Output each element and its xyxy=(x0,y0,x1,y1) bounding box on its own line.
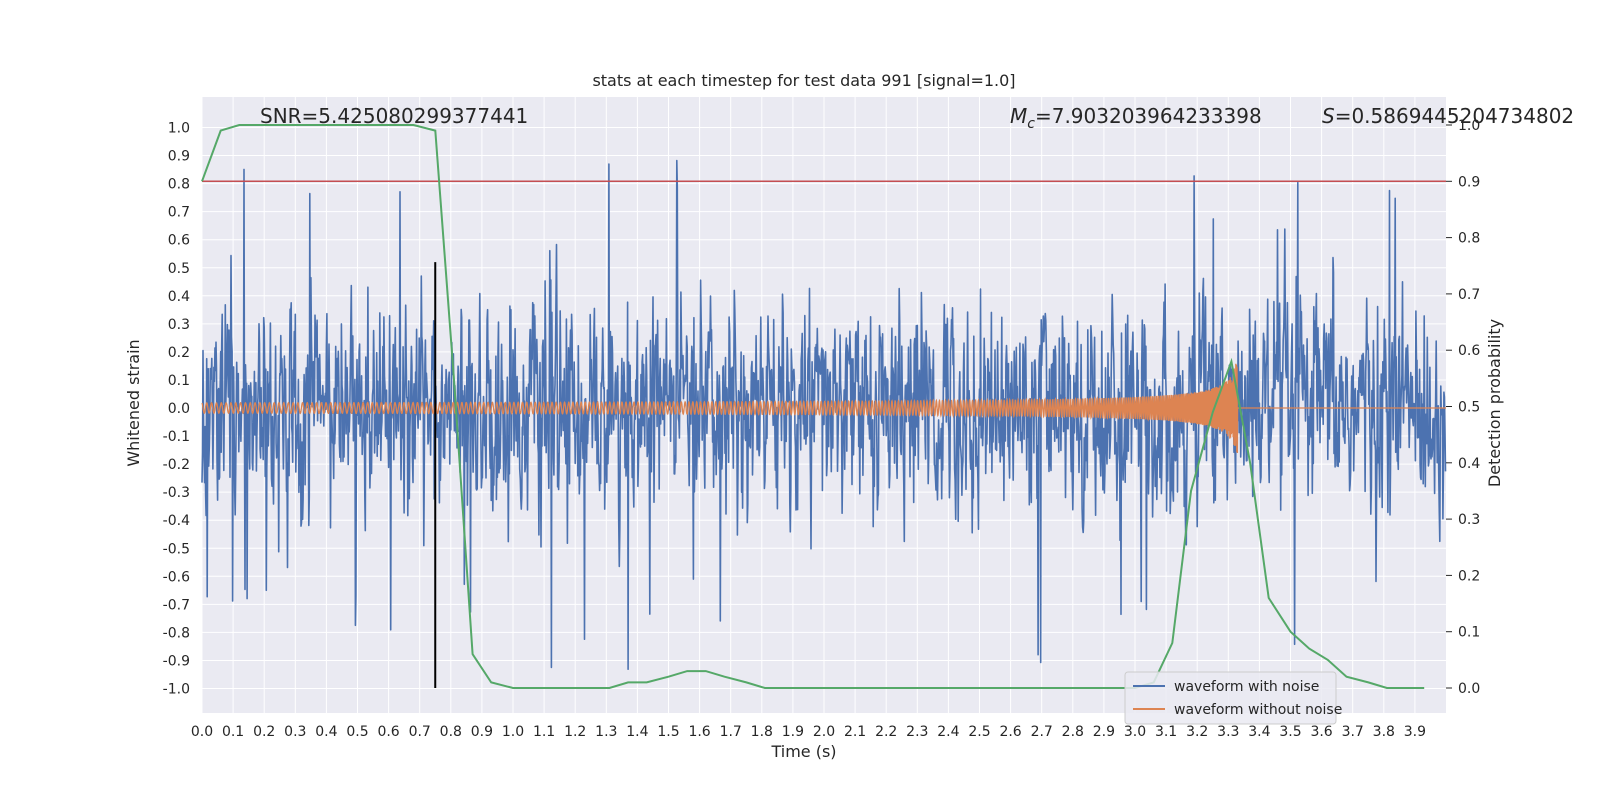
x-tick-label: 3.3 xyxy=(1217,724,1239,740)
x-tick-label: 2.4 xyxy=(937,724,959,740)
y-tick-label: -0.3 xyxy=(163,485,190,501)
x-tick-label: 1.2 xyxy=(564,724,586,740)
y2-tick-label: 0.9 xyxy=(1458,174,1480,190)
y-tick-label: 0.4 xyxy=(168,289,190,305)
x-tick-label: 3.7 xyxy=(1342,724,1364,740)
y-tick-label: 0.7 xyxy=(168,205,190,221)
legend-box xyxy=(1124,671,1337,725)
x-tick-label: 2.5 xyxy=(968,724,990,740)
y-tick-label: -0.6 xyxy=(163,569,190,585)
x-tick-label: 3.6 xyxy=(1310,724,1332,740)
chart-title: stats at each timestep for test data 991… xyxy=(592,71,1015,90)
x-tick-label: 0.5 xyxy=(346,724,368,740)
x-tick-label: 1.8 xyxy=(751,724,773,740)
clean-waveform-group xyxy=(201,363,1446,454)
legend-label-clean: waveform without noise xyxy=(1174,702,1342,718)
x-tick-label: 0.1 xyxy=(222,724,244,740)
x-tick-label: 2.9 xyxy=(1093,724,1115,740)
y-tick-label: -0.4 xyxy=(163,513,190,529)
x-tick-label: 3.0 xyxy=(1124,724,1146,740)
x-tick-label: 2.0 xyxy=(813,724,835,740)
x-tick-label: 0.2 xyxy=(253,724,275,740)
x-tick-label: 0.3 xyxy=(284,724,306,740)
y2-tick-label: 0.4 xyxy=(1458,456,1480,472)
x-tick-label: 1.1 xyxy=(533,724,555,740)
y2-tick-label: 0.5 xyxy=(1458,400,1480,416)
y-tick-label: 0.5 xyxy=(168,261,190,277)
x-tick-label: 1.9 xyxy=(782,724,804,740)
y-tick-label: -0.1 xyxy=(163,429,190,445)
s-value: =0.5869445204734802 xyxy=(1335,104,1574,128)
x-tick-label: 3.9 xyxy=(1404,724,1426,740)
x-tick-label: 0.8 xyxy=(440,724,462,740)
y-tick-label: 0.9 xyxy=(168,149,190,165)
x-tick-label: 2.8 xyxy=(1062,724,1084,740)
y2-tick-label: 1.0 xyxy=(1458,118,1480,134)
y-tick-label: -0.5 xyxy=(163,541,190,557)
clean-waveform-line xyxy=(201,363,1446,454)
y-tick-label: 0.3 xyxy=(168,317,190,333)
axes-group: 0.0 0.1 0.2 0.3 0.4 0.5 0.6 0.7 0.8 0.9 1.0 1.1 1.2 1… xyxy=(163,118,1481,740)
y-tick-label: -0.9 xyxy=(163,653,190,669)
x-tick-label: 2.7 xyxy=(1031,724,1053,740)
grid xyxy=(201,97,1446,713)
y-tick-label: -0.8 xyxy=(163,625,190,641)
x-tick-label: 0.7 xyxy=(409,724,431,740)
legend: waveform with noise waveform without noi… xyxy=(1124,671,1342,725)
x-tick-label: 1.0 xyxy=(502,724,524,740)
snr-annotation: SNR=5.425080299377441 xyxy=(260,104,528,128)
x-tick-label: 1.3 xyxy=(595,724,617,740)
x-tick-label: 2.2 xyxy=(875,724,897,740)
y2-tick-label: 0.0 xyxy=(1458,681,1480,697)
y2-tick-label: 0.8 xyxy=(1458,231,1480,247)
x-axis-label: Time (s) xyxy=(770,742,836,761)
y-tick-label: -1.0 xyxy=(163,682,190,698)
chirp-mass-annotation: Mc=7.903203964233398 xyxy=(1010,104,1262,132)
x-tick-label: 3.1 xyxy=(1155,724,1177,740)
y2-tick-label: 0.7 xyxy=(1458,287,1480,303)
y-tick-label: 0.2 xyxy=(168,345,190,361)
x-tick-label: 0.4 xyxy=(315,724,337,740)
x-tick-label: 3.8 xyxy=(1373,724,1395,740)
x-tick-label: 1.5 xyxy=(657,724,679,740)
x-tick-label: 3.5 xyxy=(1279,724,1301,740)
chirp-mass-value: =7.903203964233398 xyxy=(1035,104,1262,128)
y-tick-label: -0.2 xyxy=(163,457,190,473)
x-tick-label: 3.4 xyxy=(1248,724,1270,740)
y-tick-label: 0.8 xyxy=(168,177,190,193)
y-axis-label: Whitened strain xyxy=(124,339,143,466)
y2-tick-label: 0.6 xyxy=(1458,343,1480,359)
x-tick-label: 0.6 xyxy=(377,724,399,740)
y2-axis-label: Detection probability xyxy=(1485,319,1504,487)
chirp-mass-symbol: M xyxy=(1010,104,1027,128)
x-tick-label: 0.0 xyxy=(191,724,213,740)
y-tick-label: 0.1 xyxy=(168,373,190,389)
x-tick-label: 1.7 xyxy=(720,724,742,740)
x-tick-label: 2.1 xyxy=(844,724,866,740)
legend-label-noisy: waveform with noise xyxy=(1174,679,1319,695)
s-annotation: S=0.5869445204734802 xyxy=(1322,104,1574,128)
x-tick-label: 2.6 xyxy=(999,724,1021,740)
y2-tick-label: 0.1 xyxy=(1458,625,1480,641)
overlay-group xyxy=(201,124,1446,689)
y-tick-label: 0.6 xyxy=(168,233,190,249)
y-tick-label: 1.0 xyxy=(168,121,190,137)
x-tick-label: 3.2 xyxy=(1186,724,1208,740)
x-tick-label: 2.3 xyxy=(906,724,928,740)
s-symbol: S xyxy=(1322,104,1335,128)
y2-tick-label: 0.2 xyxy=(1458,568,1480,584)
detection-probability-line xyxy=(201,124,1425,689)
x-tick-label: 0.9 xyxy=(471,724,493,740)
y-tick-label: 0.0 xyxy=(168,401,190,417)
y2-tick-label: 0.3 xyxy=(1458,512,1480,528)
x-tick-label: 1.4 xyxy=(626,724,648,740)
chirp-mass-subscript: c xyxy=(1027,116,1035,132)
y-tick-label: -0.7 xyxy=(163,597,190,613)
x-tick-label: 1.6 xyxy=(688,724,710,740)
